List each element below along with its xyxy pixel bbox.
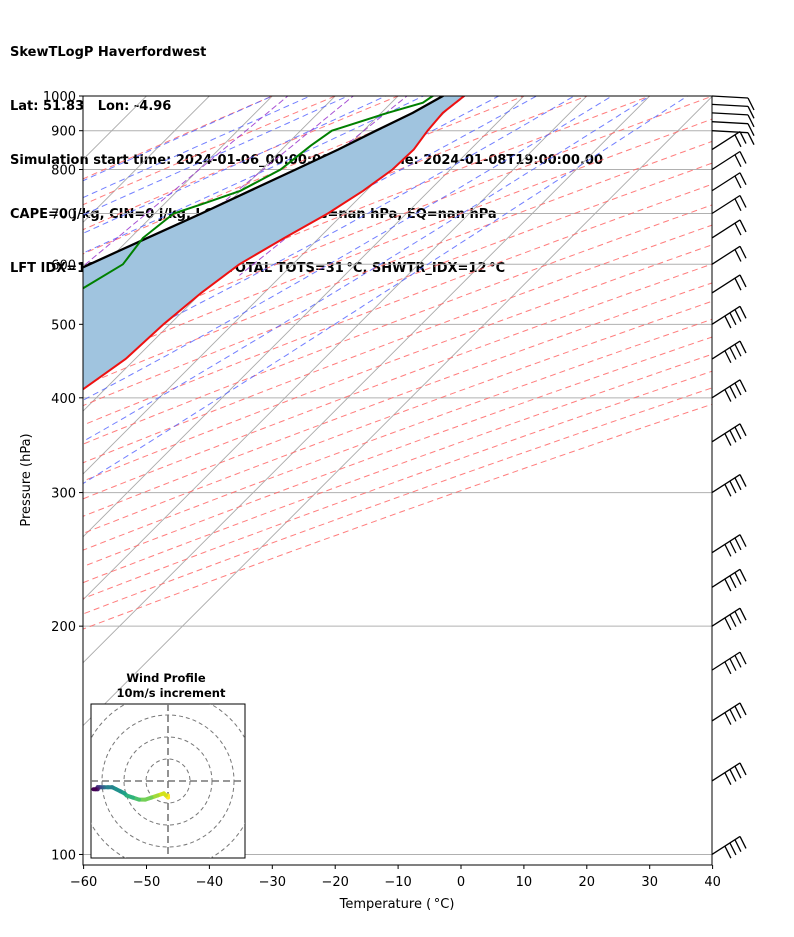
wind-barb-100	[711, 835, 747, 859]
wind-barb-750	[711, 172, 747, 192]
dry-adiabat	[83, 140, 712, 387]
dry-adiabat	[83, 224, 712, 464]
dry-adiabat	[83, 183, 712, 426]
isotherm	[83, 96, 588, 601]
wind-barb-850	[711, 130, 747, 151]
isotherm	[83, 96, 462, 475]
parcel-profile-line	[83, 96, 445, 269]
x-tick-label: 40	[704, 875, 721, 890]
y-tick-label: 700	[51, 207, 76, 222]
plot-frame	[82, 95, 713, 866]
wind-barb-150	[711, 702, 747, 725]
moist-adiabat	[83, 96, 425, 254]
x-tick-label: 20	[579, 875, 596, 890]
moist-adiabat	[83, 96, 538, 330]
x-tick-label: −10	[384, 875, 411, 890]
x-tick-label: −40	[196, 875, 223, 890]
hodograph-subtitle: 10m/s increment	[117, 686, 226, 700]
wind-barb-950	[711, 112, 755, 128]
temperature-line	[83, 96, 466, 391]
dry-adiabat	[83, 96, 589, 301]
wind-barb-600	[711, 245, 747, 265]
moist-adiabat	[83, 96, 312, 199]
wind-barb-1000	[711, 95, 755, 111]
dry-adiabat	[83, 244, 712, 482]
wind-barb-350	[711, 423, 747, 446]
y-tick-label: 600	[51, 258, 76, 273]
wind-barb-200	[711, 607, 747, 631]
wind-barb-975	[711, 103, 755, 119]
y-tick-label: 500	[51, 318, 76, 333]
moist-adiabat	[83, 96, 651, 443]
x-tick-label: 0	[457, 875, 465, 890]
x-tick-label: −50	[133, 875, 160, 890]
x-tick-label: 10	[516, 875, 533, 890]
wind-barbs	[711, 95, 755, 859]
mixing-ratio-line	[83, 96, 289, 268]
x-tick-label: −20	[321, 875, 348, 890]
wind-barb-700	[711, 194, 747, 215]
y-tick-label: 200	[51, 620, 76, 635]
wind-barb-650	[711, 219, 747, 239]
dry-adiabat	[83, 336, 712, 568]
wind-barb-225	[711, 568, 747, 592]
y-tick-label: 1000	[43, 90, 76, 105]
wind-barb-900	[711, 130, 755, 145]
isotherm	[83, 96, 273, 286]
figure-title: SkewTLogP Haverfordwest	[10, 45, 207, 60]
hodograph-inset: Wind Profile 10m/s increment	[90, 671, 246, 859]
dry-adiabat	[83, 96, 652, 323]
dry-adiabat	[83, 353, 712, 584]
y-tick-label: 300	[51, 487, 76, 502]
y-tick-label: 100	[51, 848, 76, 863]
wind-barb-550	[711, 274, 747, 294]
y-tick-label: 400	[51, 392, 76, 407]
moist-adiabat	[83, 96, 274, 182]
dry-adiabat	[83, 263, 712, 500]
location-line: Lat: 51.83 Lon: -4.96	[10, 99, 172, 114]
dewpoint-line	[83, 96, 435, 290]
moist-adiabat	[83, 96, 613, 401]
y-tick-label: 900	[51, 125, 76, 140]
dry-adiabat	[83, 204, 712, 445]
dry-adiabat	[83, 96, 400, 231]
dry-adiabat	[83, 162, 712, 407]
y-tick-label: 800	[51, 164, 76, 179]
isotherm	[83, 96, 651, 664]
wind-barb-175	[711, 651, 747, 675]
hodograph-title: Wind Profile	[126, 671, 206, 685]
dry-adiabat	[83, 403, 712, 630]
wind-barb-500	[711, 305, 747, 329]
x-tick-label: −30	[259, 875, 286, 890]
isotherm	[83, 96, 525, 538]
isotherm	[83, 96, 712, 727]
x-tick-label: 30	[641, 875, 658, 890]
x-tick-label: −60	[70, 875, 97, 890]
moist-adiabat	[83, 96, 350, 216]
dry-adiabat	[83, 387, 712, 615]
wind-barb-800	[711, 150, 747, 171]
wind-barb-125	[711, 762, 747, 785]
wind-barb-925	[711, 121, 755, 136]
y-axis-label: Pressure (hPa)	[19, 433, 34, 526]
dry-adiabat	[83, 370, 712, 600]
wind-barb-450	[711, 340, 747, 364]
wind-barb-300	[711, 474, 747, 497]
dry-adiabat	[83, 318, 712, 551]
x-axis-label: Temperature ( °C)	[339, 897, 455, 912]
cape-cin-shading	[83, 96, 465, 390]
wind-barb-250	[711, 534, 747, 557]
wind-barb-400	[711, 379, 747, 402]
